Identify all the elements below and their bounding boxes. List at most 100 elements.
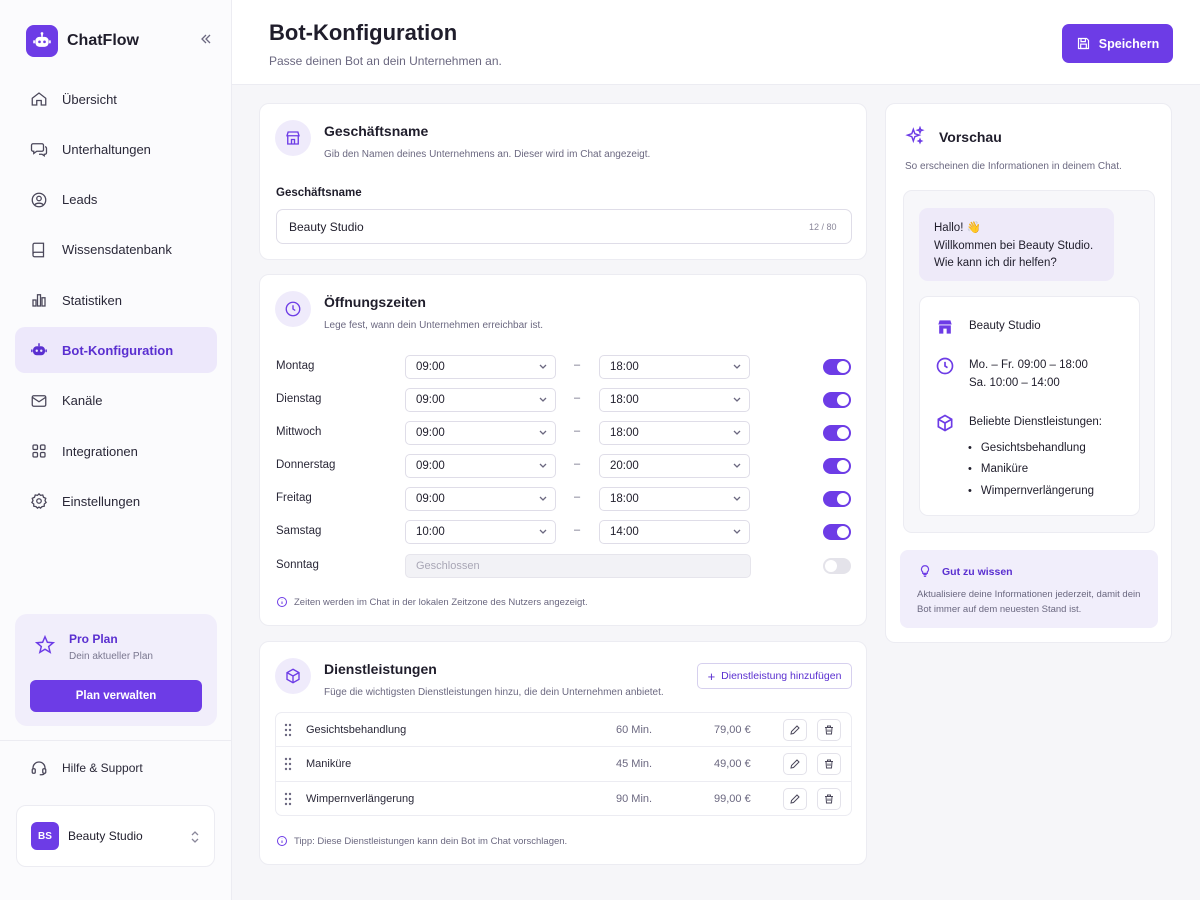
add-service-button[interactable]: + Dienstleistung hinzufügen: [697, 663, 852, 689]
table-row: Maniküre 45 Min. 49,00 €: [276, 747, 851, 782]
list-item: Gesichtsbehandlung: [968, 437, 1094, 459]
opening-time-select[interactable]: 09:00: [405, 421, 556, 445]
sidebar-item-channels[interactable]: Kanäle: [15, 378, 217, 424]
preview-hours-row: Mo. – Fr. 09:00 – 18:00 Sa. 10:00 – 14:0…: [935, 356, 1088, 392]
closing-time-select[interactable]: 14:00: [599, 520, 750, 544]
sidebar-item-label: Wissensdatenbank: [62, 242, 172, 258]
chevron-down-icon: [733, 397, 741, 402]
clock-icon: [936, 357, 954, 375]
day-open-toggle[interactable]: [823, 425, 851, 441]
preview-business-row: Beauty Studio: [935, 317, 1041, 337]
day-open-toggle[interactable]: [823, 524, 851, 540]
drag-handle-icon[interactable]: [283, 792, 293, 806]
account-name: Beauty Studio: [68, 829, 143, 843]
timezone-note: Zeiten werden im Chat in der lokalen Zei…: [276, 596, 588, 608]
delete-service-button[interactable]: [817, 753, 841, 776]
edit-service-button[interactable]: [783, 753, 807, 776]
day-open-toggle[interactable]: [823, 359, 851, 375]
delete-service-button[interactable]: [817, 787, 841, 810]
preview-services-heading: Beliebte Dienstleistungen:: [969, 416, 1102, 428]
closing-time-select[interactable]: 20:00: [599, 454, 750, 478]
headset-icon: [31, 761, 47, 776]
closing-time-select[interactable]: 18:00: [599, 388, 750, 412]
preview-subtitle: So erscheinen die Informationen in deine…: [905, 161, 1122, 172]
day-open-toggle[interactable]: [823, 392, 851, 408]
table-row: Wimpernverlängerung 90 Min. 99,00 €: [276, 782, 851, 815]
opening-hours-card: Öffnungszeiten Lege fest, wann dein Unte…: [259, 274, 867, 626]
edit-service-button[interactable]: [783, 719, 807, 741]
chevron-down-icon: [539, 430, 547, 435]
opening-time-select[interactable]: 10:00: [405, 520, 556, 544]
business-name-input[interactable]: [276, 209, 852, 244]
day-label: Montag: [276, 360, 315, 372]
info-icon: [277, 597, 287, 607]
sidebar-item-label: Bot-Konfiguration: [62, 342, 174, 358]
day-open-toggle[interactable]: [823, 491, 851, 507]
preview-panel: Vorschau So erscheinen die Informationen…: [885, 103, 1172, 643]
service-price: 79,00 €: [714, 724, 751, 736]
sidebar-item-knowledge-base[interactable]: Wissensdatenbank: [15, 227, 217, 273]
time-separator: –: [574, 392, 581, 404]
box-icon: [937, 414, 953, 432]
opening-time-select[interactable]: 09:00: [405, 454, 556, 478]
services-tip-note: Tipp: Diese Dienstleistungen kann dein B…: [276, 835, 567, 847]
sidebar-item-bot-configuration[interactable]: Bot-Konfiguration: [15, 327, 217, 374]
account-switcher[interactable]: BS Beauty Studio: [16, 805, 215, 867]
chevron-down-icon: [539, 463, 547, 468]
sidebar-item-statistics[interactable]: Statistiken: [15, 277, 217, 323]
save-icon: [1077, 37, 1089, 50]
sidebar-item-leads[interactable]: Leads: [15, 177, 217, 223]
hours-row-tuesday: Dienstag 09:00 – 18:00: [276, 388, 852, 412]
preview-title: Vorschau: [939, 129, 1002, 145]
sidebar-item-overview[interactable]: Übersicht: [15, 76, 217, 122]
sidebar-item-settings[interactable]: Einstellungen: [15, 478, 217, 524]
chevron-down-icon: [733, 463, 741, 468]
opening-time-select[interactable]: 09:00: [405, 487, 556, 511]
hours-row-saturday: Samstag 10:00 – 14:00: [276, 520, 852, 544]
sidebar-item-integrations[interactable]: Integrationen: [15, 428, 217, 474]
time-separator: –: [574, 458, 581, 470]
tip-text: Aktualisiere deine Informationen jederze…: [917, 589, 1141, 615]
delete-service-button[interactable]: [817, 719, 841, 741]
closing-time-select[interactable]: 18:00: [599, 487, 750, 511]
day-open-toggle[interactable]: [823, 458, 851, 474]
drag-handle-icon[interactable]: [283, 723, 293, 737]
table-row: Gesichtsbehandlung 60 Min. 79,00 €: [276, 713, 851, 748]
hours-card-subtitle: Lege fest, wann dein Unternehmen erreich…: [324, 320, 544, 331]
collapse-sidebar-icon[interactable]: [200, 33, 212, 45]
business-card-title: Geschäftsname: [324, 123, 429, 139]
app-name: ChatFlow: [67, 32, 139, 49]
opening-time-select[interactable]: 09:00: [405, 355, 556, 379]
lightbulb-icon: [920, 565, 930, 577]
list-item: Maniküre: [968, 459, 1094, 481]
drag-handle-icon[interactable]: [283, 757, 293, 771]
closing-time-select[interactable]: 18:00: [599, 355, 750, 379]
opening-time-select[interactable]: 09:00: [405, 388, 556, 412]
sidebar-item-conversations[interactable]: Unterhaltungen: [15, 126, 217, 172]
tip-title: Gut zu wissen: [942, 566, 1013, 578]
business-info-card: Beauty Studio Mo. – Fr. 09:00 – 18:00 Sa…: [919, 296, 1140, 516]
chevron-down-icon: [539, 397, 547, 402]
app-logo[interactable]: ChatFlow: [26, 25, 139, 57]
preview-business-name: Beauty Studio: [969, 320, 1041, 332]
sidebar-item-label: Integrationen: [62, 443, 138, 459]
chevron-down-icon: [539, 529, 547, 534]
list-item: Wimpernverlängerung: [968, 480, 1094, 502]
service-price: 49,00 €: [714, 758, 751, 771]
plan-card: Pro Plan Dein aktueller Plan Plan verwal…: [15, 614, 217, 726]
leads-icon: [31, 192, 47, 207]
day-open-toggle[interactable]: [823, 558, 851, 574]
chevron-down-icon: [733, 529, 741, 534]
closing-time-select[interactable]: 18:00: [599, 421, 750, 445]
sidebar-item-label: Kanäle: [62, 393, 103, 409]
preview-services-list: Gesichtsbehandlung Maniküre Wimpernverlä…: [968, 437, 1094, 502]
help-support-link[interactable]: Hilfe & Support: [30, 759, 143, 777]
chat-icon: [30, 143, 48, 158]
store-icon: [938, 320, 952, 334]
save-button[interactable]: Speichern: [1062, 24, 1173, 63]
closed-indicator: Geschlossen: [405, 554, 751, 578]
edit-service-button[interactable]: [783, 787, 807, 810]
time-separator: –: [574, 359, 581, 371]
manage-plan-button[interactable]: Plan verwalten: [30, 680, 202, 712]
service-price: 99,00 €: [714, 792, 751, 805]
